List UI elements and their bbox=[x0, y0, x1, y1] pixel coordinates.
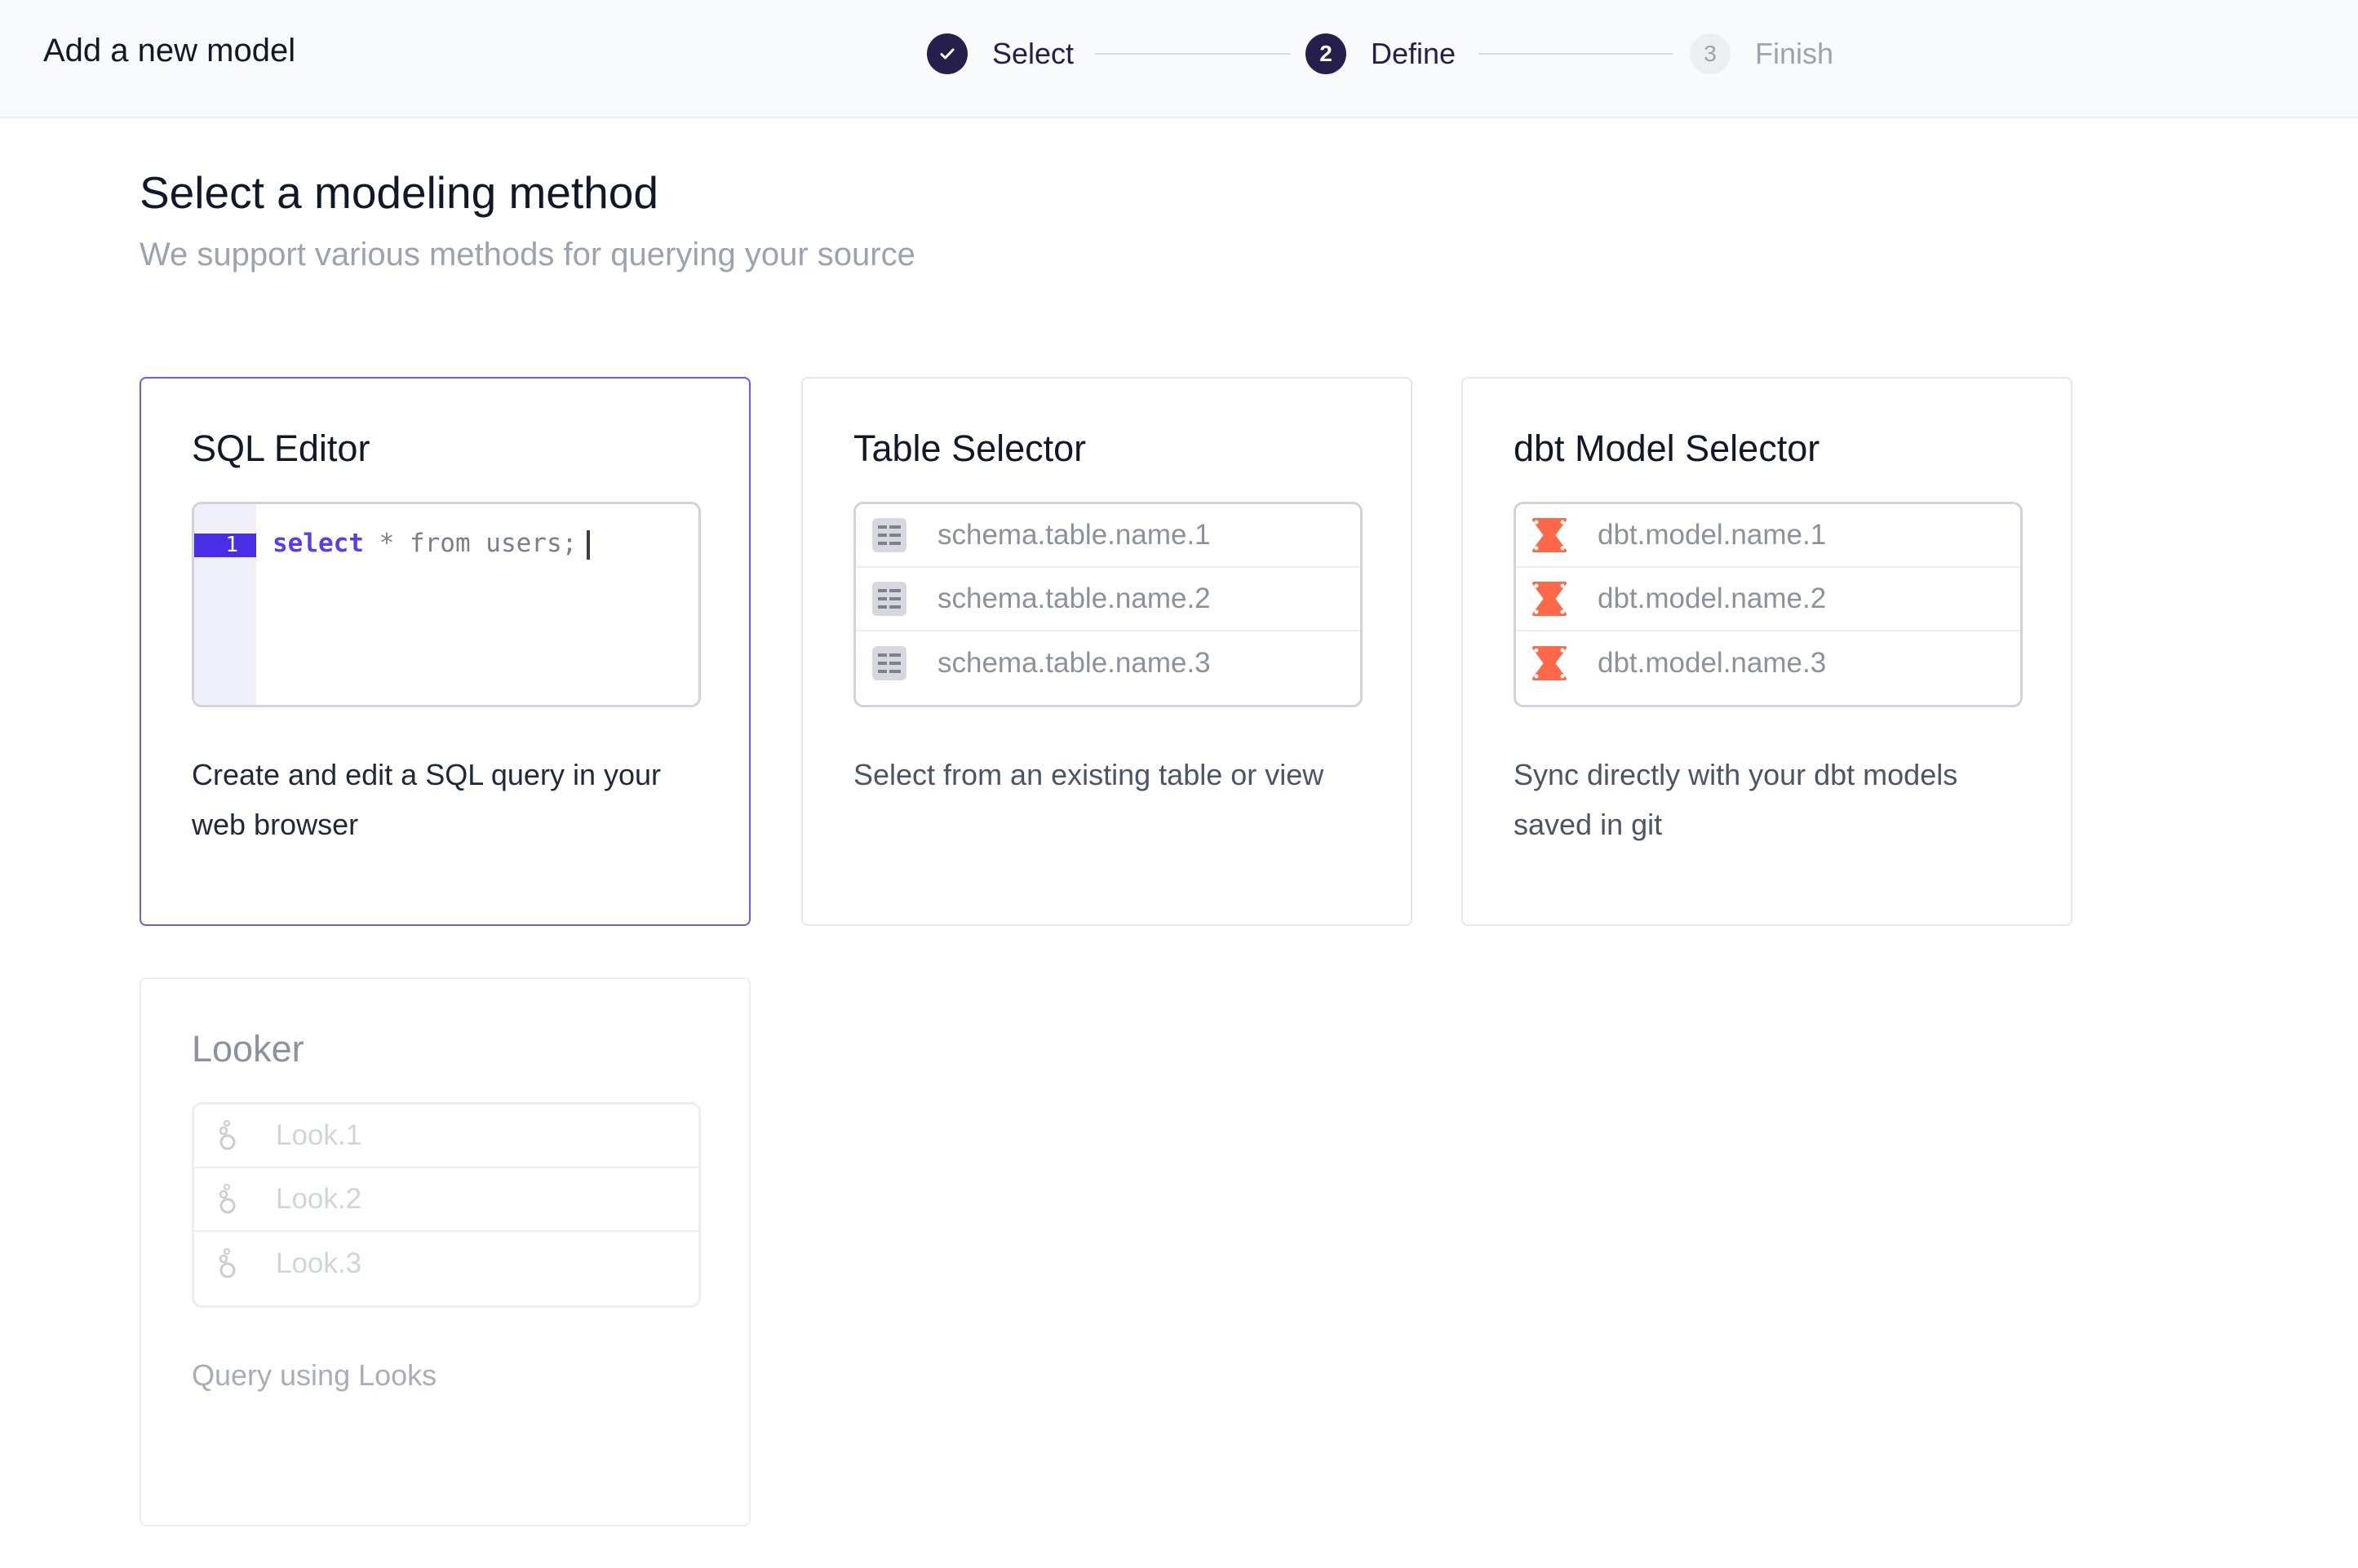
table-list-preview: schema.table.name.1 schema.table.name.2 … bbox=[853, 502, 1363, 707]
step-label: Finish bbox=[1755, 37, 1834, 70]
item-label: Look.3 bbox=[276, 1247, 362, 1279]
list-item: dbt.model.name.1 bbox=[1516, 504, 2020, 568]
card-description: Create and edit a SQL query in your web … bbox=[192, 758, 661, 841]
list-item: dbt.model.name.3 bbox=[1516, 631, 2020, 695]
step-divider bbox=[1095, 53, 1291, 55]
step-select[interactable]: Select bbox=[927, 33, 1074, 74]
text-cursor bbox=[587, 529, 591, 560]
step-divider bbox=[1478, 53, 1673, 55]
step-number: 3 bbox=[1690, 33, 1731, 74]
card-description: Query using Looks bbox=[192, 1358, 437, 1392]
list-item: dbt.model.name.2 bbox=[1516, 568, 2020, 631]
card-title: Looker bbox=[192, 1028, 304, 1070]
card-sql-editor[interactable]: SQL Editor 1 select * from users; Create… bbox=[140, 377, 751, 926]
card-looker: Looker Look.1 Look.2 Look.3 Query using … bbox=[140, 977, 751, 1526]
item-label: Look.1 bbox=[276, 1119, 362, 1151]
check-icon bbox=[927, 33, 968, 74]
code-text: * from users; bbox=[363, 529, 578, 558]
step-label: Define bbox=[1371, 37, 1456, 70]
line-number: 1 bbox=[194, 534, 256, 557]
dbt-icon bbox=[1531, 516, 1568, 554]
card-title: Table Selector bbox=[853, 427, 1087, 469]
sql-editor-preview: 1 select * from users; bbox=[192, 502, 701, 707]
code-line: select * from users; bbox=[273, 529, 591, 560]
header: Add a new model Select 2 Define 3 Finish bbox=[0, 0, 2358, 118]
page-header-title: Add a new model bbox=[43, 33, 296, 69]
item-label: schema.table.name.1 bbox=[937, 519, 1211, 551]
step-label: Select bbox=[992, 37, 1075, 70]
item-label: dbt.model.name.2 bbox=[1598, 582, 1827, 614]
list-item: Look.2 bbox=[194, 1168, 698, 1232]
list-item: schema.table.name.3 bbox=[856, 631, 1360, 695]
item-label: Look.2 bbox=[276, 1183, 362, 1215]
step-define[interactable]: 2 Define bbox=[1305, 33, 1456, 74]
item-label: dbt.model.name.3 bbox=[1598, 647, 1827, 679]
dbt-list-preview: dbt.model.name.1 dbt.model.name.2 dbt.mo… bbox=[1514, 502, 2023, 707]
item-label: dbt.model.name.1 bbox=[1598, 519, 1827, 551]
page-title: Select a modeling method bbox=[140, 167, 658, 218]
looker-icon bbox=[209, 1180, 246, 1218]
page-subtitle: We support various methods for querying … bbox=[140, 237, 915, 272]
looker-icon bbox=[209, 1245, 246, 1282]
table-icon bbox=[871, 580, 908, 618]
list-item: schema.table.name.2 bbox=[856, 568, 1360, 631]
list-item: Look.1 bbox=[194, 1105, 698, 1168]
card-description: Sync directly with your dbt models saved… bbox=[1514, 758, 1958, 841]
list-item: Look.3 bbox=[194, 1232, 698, 1296]
table-icon bbox=[871, 516, 908, 554]
item-label: schema.table.name.3 bbox=[937, 647, 1211, 679]
dbt-icon bbox=[1531, 580, 1568, 618]
card-table-selector[interactable]: Table Selector schema.table.name.1 schem… bbox=[801, 377, 1412, 926]
looker-icon bbox=[209, 1117, 246, 1154]
table-icon bbox=[871, 644, 908, 682]
dbt-icon bbox=[1531, 644, 1568, 682]
card-dbt-model-selector[interactable]: dbt Model Selector dbt.model.name.1 dbt.… bbox=[1461, 377, 2072, 926]
card-title: SQL Editor bbox=[192, 427, 370, 469]
list-item: schema.table.name.1 bbox=[856, 504, 1360, 568]
looker-list-preview: Look.1 Look.2 Look.3 bbox=[192, 1102, 701, 1308]
step-finish: 3 Finish bbox=[1690, 33, 1833, 74]
code-keyword: select bbox=[273, 529, 364, 558]
item-label: schema.table.name.2 bbox=[937, 582, 1211, 614]
card-description: Select from an existing table or view bbox=[853, 758, 1324, 791]
step-number: 2 bbox=[1305, 33, 1346, 74]
card-title: dbt Model Selector bbox=[1514, 427, 1820, 469]
